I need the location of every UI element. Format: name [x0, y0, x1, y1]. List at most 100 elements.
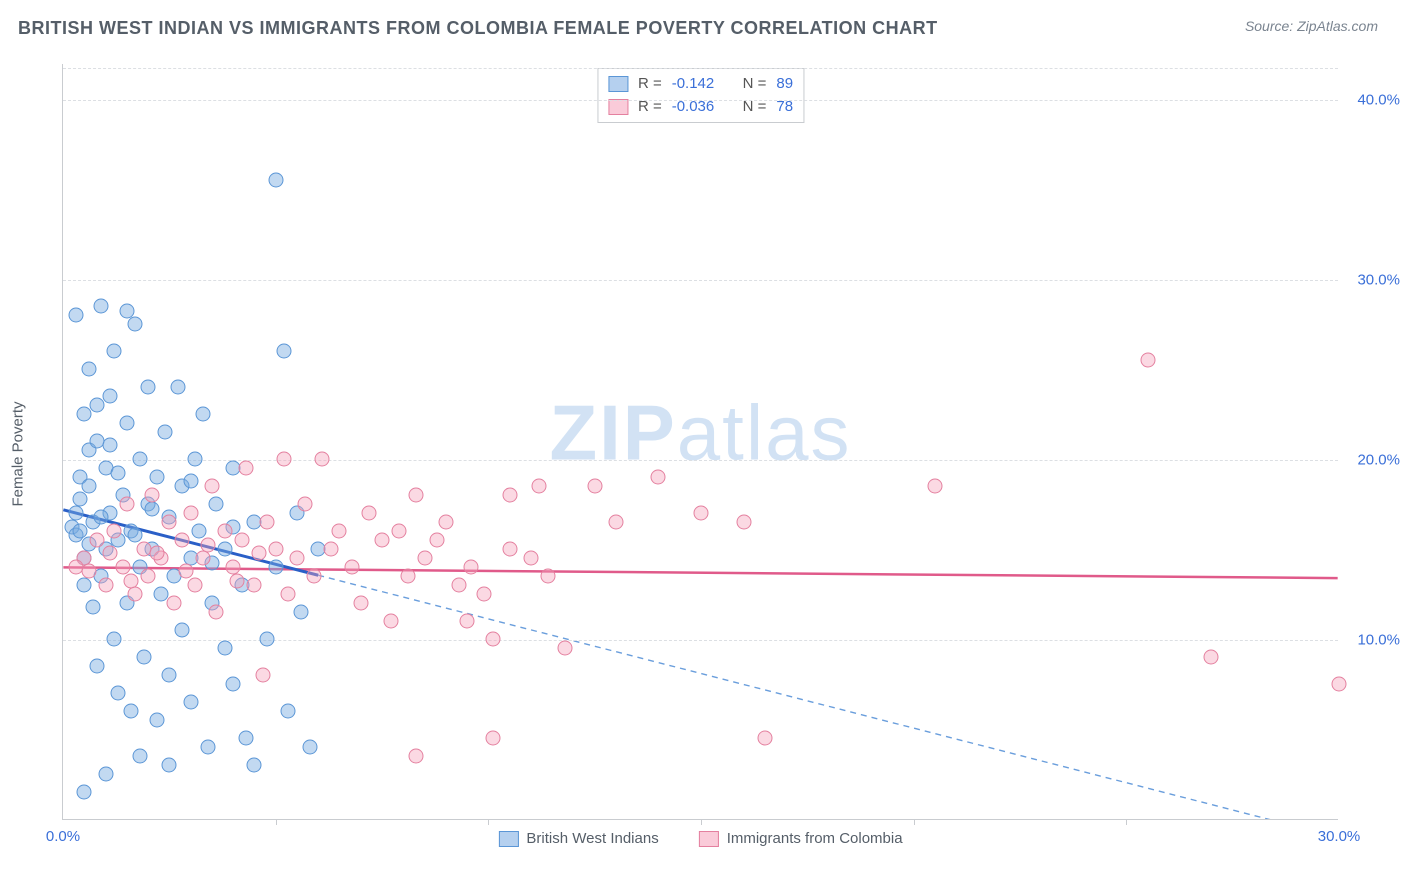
data-point-col [409, 488, 424, 503]
data-point-bwi [73, 491, 88, 506]
gridline-h [63, 460, 1338, 461]
data-point-col [119, 497, 134, 512]
data-point-col [485, 632, 500, 647]
source-attribution: Source: ZipAtlas.com [1245, 18, 1378, 34]
data-point-bwi [162, 668, 177, 683]
data-point-col [289, 551, 304, 566]
x-tick-mark [914, 819, 915, 825]
gridline-h [63, 68, 1338, 69]
data-point-bwi [119, 416, 134, 431]
data-point-bwi [260, 632, 275, 647]
data-point-col [247, 578, 262, 593]
data-point-col [277, 452, 292, 467]
data-point-bwi [226, 677, 241, 692]
data-point-bwi [183, 695, 198, 710]
data-point-bwi [107, 632, 122, 647]
legend-row-bwi: R = -0.142 N = 89 [608, 73, 793, 96]
chart-container: Female Poverty ZIPatlas R = -0.142 N = 8… [18, 54, 1388, 854]
data-point-col [438, 515, 453, 530]
data-point-bwi [200, 740, 215, 755]
legend-item-col: Immigrants from Colombia [699, 830, 903, 847]
data-point-col [175, 533, 190, 548]
data-point-col [608, 515, 623, 530]
data-point-bwi [209, 497, 224, 512]
data-point-col [651, 470, 666, 485]
data-point-bwi [217, 542, 232, 557]
x-tick-mark [1126, 819, 1127, 825]
trend-line [63, 567, 1337, 578]
data-point-col [332, 524, 347, 539]
data-point-bwi [68, 506, 83, 521]
y-tick-label: 20.0% [1357, 452, 1400, 469]
data-point-col [209, 605, 224, 620]
data-point-col [736, 515, 751, 530]
data-point-col [238, 461, 253, 476]
data-point-bwi [175, 623, 190, 638]
data-point-col [183, 506, 198, 521]
data-point-bwi [111, 686, 126, 701]
series-legend: British West Indians Immigrants from Col… [498, 830, 902, 847]
data-point-bwi [77, 578, 92, 593]
data-point-bwi [281, 704, 296, 719]
data-point-col [124, 574, 139, 589]
data-point-col [353, 596, 368, 611]
data-point-bwi [217, 641, 232, 656]
data-point-bwi [77, 407, 92, 422]
data-point-bwi [128, 527, 143, 542]
plot-area: ZIPatlas R = -0.142 N = 89 R = -0.036 N … [62, 64, 1338, 820]
data-point-bwi [132, 749, 147, 764]
data-point-bwi [149, 713, 164, 728]
data-point-bwi [183, 473, 198, 488]
data-point-bwi [68, 308, 83, 323]
legend-row-col: R = -0.036 N = 78 [608, 96, 793, 119]
x-tick-mark [701, 819, 702, 825]
y-tick-label: 30.0% [1357, 272, 1400, 289]
x-tick-mark [276, 819, 277, 825]
data-point-col [166, 596, 181, 611]
data-point-bwi [85, 599, 100, 614]
data-point-col [400, 569, 415, 584]
data-point-col [255, 668, 270, 683]
y-tick-label: 40.0% [1357, 92, 1400, 109]
swatch-blue-icon [608, 76, 628, 92]
data-point-col [460, 614, 475, 629]
data-point-col [1204, 650, 1219, 665]
data-point-col [430, 533, 445, 548]
y-tick-label: 10.0% [1357, 632, 1400, 649]
swatch-pink-icon [699, 831, 719, 847]
r-label: R = [638, 73, 662, 96]
data-point-col [485, 731, 500, 746]
data-point-bwi [132, 452, 147, 467]
data-point-col [1332, 677, 1347, 692]
data-point-col [345, 560, 360, 575]
data-point-bwi [145, 502, 160, 517]
data-point-bwi [196, 407, 211, 422]
n-value-col: 78 [776, 96, 793, 119]
data-point-col [251, 545, 266, 560]
data-point-col [204, 479, 219, 494]
data-point-col [107, 524, 122, 539]
data-point-col [90, 533, 105, 548]
data-point-col [268, 542, 283, 557]
data-point-col [187, 578, 202, 593]
data-point-col [230, 574, 245, 589]
trend-line [318, 575, 1337, 819]
data-point-bwi [81, 362, 96, 377]
n-value-bwi: 89 [776, 73, 793, 96]
data-point-col [532, 479, 547, 494]
data-point-bwi [158, 425, 173, 440]
data-point-bwi [268, 560, 283, 575]
source-name: ZipAtlas.com [1297, 18, 1378, 34]
watermark-light: atlas [677, 388, 852, 476]
data-point-bwi [94, 509, 109, 524]
n-label: N = [743, 96, 767, 119]
data-point-col [102, 545, 117, 560]
data-point-bwi [162, 758, 177, 773]
x-tick-label: 0.0% [46, 828, 80, 845]
data-point-bwi [187, 452, 202, 467]
data-point-bwi [238, 731, 253, 746]
data-point-col [392, 524, 407, 539]
data-point-col [587, 479, 602, 494]
data-point-col [306, 569, 321, 584]
data-point-bwi [136, 650, 151, 665]
